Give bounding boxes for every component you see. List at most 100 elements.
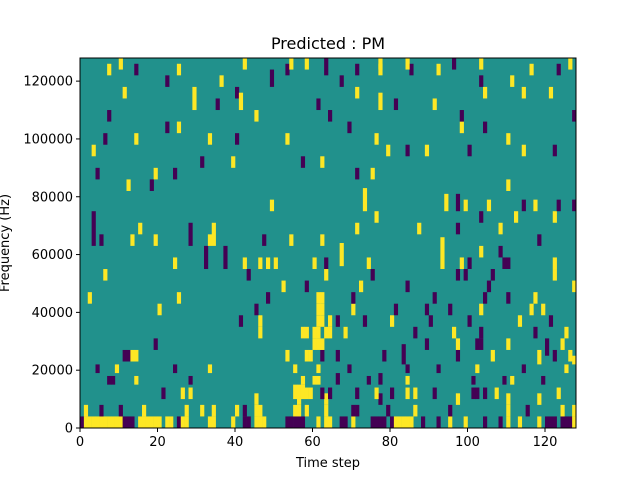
heatmap-cell: [83, 404, 89, 417]
heatmap-cell: [215, 98, 220, 111]
heatmap-cell: [417, 222, 422, 235]
y-tick-label: 60000: [32, 248, 73, 263]
heatmap-cell: [316, 375, 321, 385]
heatmap-cell: [324, 404, 329, 417]
heatmap-cell: [184, 416, 189, 428]
y-axis-label: Frequency (Hz): [0, 194, 13, 292]
heatmap-cell: [122, 86, 127, 99]
heatmap-cell: [219, 75, 224, 87]
y-tick-label: 40000: [32, 306, 73, 321]
heatmap-cell: [204, 245, 209, 270]
heatmap-cell: [533, 326, 538, 339]
heatmap-cell: [138, 416, 143, 428]
heatmap-cell: [432, 292, 437, 304]
heatmap-cell: [452, 326, 457, 339]
heatmap-cell: [405, 58, 410, 70]
heatmap-cell: [343, 416, 348, 428]
heatmap-cell: [262, 416, 267, 428]
heatmap-cell: [130, 349, 135, 362]
heatmap-cell: [235, 86, 240, 99]
heatmap-cell: [134, 133, 139, 145]
heatmap-cell: [452, 58, 457, 70]
heatmap-cell: [169, 416, 174, 428]
heatmap-cell: [467, 144, 472, 157]
heatmap-cell: [568, 416, 573, 428]
heatmap-cell: [556, 63, 561, 76]
heatmap-cell: [200, 404, 205, 417]
heatmap-cell: [479, 303, 484, 316]
heatmap-cell: [490, 269, 495, 281]
heatmap-cell: [479, 211, 484, 223]
heatmap-cell: [370, 269, 375, 281]
heatmap-cell: [258, 416, 263, 428]
heatmap-cell: [510, 75, 515, 87]
heatmap-cell: [479, 58, 484, 70]
heatmap-cell: [401, 416, 406, 428]
heatmap-cell: [320, 303, 325, 316]
heatmap-cell: [142, 416, 147, 428]
plot-area: [80, 58, 577, 428]
heatmap-cell: [258, 257, 263, 270]
heatmap-cell: [188, 375, 193, 385]
heatmap-cell: [475, 364, 480, 374]
heatmap-cell: [316, 364, 321, 374]
heatmap-cell: [339, 75, 344, 87]
heatmap-cell: [231, 156, 236, 168]
heatmap-cell: [83, 416, 89, 428]
heatmap-cell: [370, 416, 375, 428]
heatmap-cell: [405, 364, 410, 374]
heatmap-cell: [254, 393, 259, 405]
heatmap-cell: [552, 211, 557, 223]
heatmap-cell: [118, 416, 123, 428]
heatmap-cell: [455, 269, 461, 281]
heatmap-cell: [91, 211, 96, 246]
heatmap-cell: [545, 338, 550, 356]
heatmap-cell: [564, 416, 569, 428]
heatmap-cell: [316, 338, 321, 350]
heatmap-cell: [328, 315, 333, 327]
heatmap-cell: [564, 326, 569, 339]
heatmap-cell: [324, 416, 329, 428]
heatmap-cell: [289, 234, 294, 246]
heatmap-cell: [390, 315, 395, 327]
heatmap-cell: [134, 375, 139, 385]
heatmap-cell: [242, 404, 247, 417]
heatmap-cell: [316, 303, 321, 316]
y-tick-label: 100000: [23, 132, 73, 147]
heatmap-cell: [378, 373, 383, 385]
heatmap-cell: [556, 199, 561, 212]
heatmap-cell: [134, 349, 139, 362]
heatmap-cell: [246, 416, 251, 428]
heatmap-cell: [173, 364, 178, 374]
heatmap-cell: [134, 63, 139, 76]
heatmap-cell: [99, 416, 104, 428]
heatmap-cell: [297, 416, 302, 428]
heatmap-cell: [479, 338, 484, 350]
heatmap-cell: [483, 387, 488, 400]
heatmap-cell: [405, 280, 410, 293]
heatmap-cell: [483, 86, 488, 99]
heatmap-cell: [238, 315, 244, 327]
heatmap-cell: [374, 133, 379, 145]
heatmap-cell: [471, 387, 476, 400]
heatmap-cell: [378, 393, 383, 405]
heatmap-cell: [242, 257, 247, 270]
y-tick-label: 20000: [32, 364, 73, 379]
y-tick-label: 120000: [23, 75, 73, 90]
heatmap-cell: [548, 416, 554, 428]
heatmap-cell: [560, 404, 565, 417]
plot-frame: [79, 57, 577, 429]
heatmap-cell: [103, 269, 108, 281]
heatmap-cell: [289, 58, 294, 70]
x-tick-label: 80: [382, 435, 399, 450]
heatmap-cell: [432, 387, 437, 400]
heatmap-cell: [405, 416, 410, 428]
heatmap-cell: [254, 110, 259, 122]
heatmap-cell: [95, 364, 100, 374]
heatmap-cell: [339, 416, 344, 428]
heatmap-cell: [258, 326, 263, 339]
heatmap-cell: [382, 416, 387, 428]
heatmap-cell: [235, 133, 240, 145]
heatmap-cell: [293, 416, 298, 428]
